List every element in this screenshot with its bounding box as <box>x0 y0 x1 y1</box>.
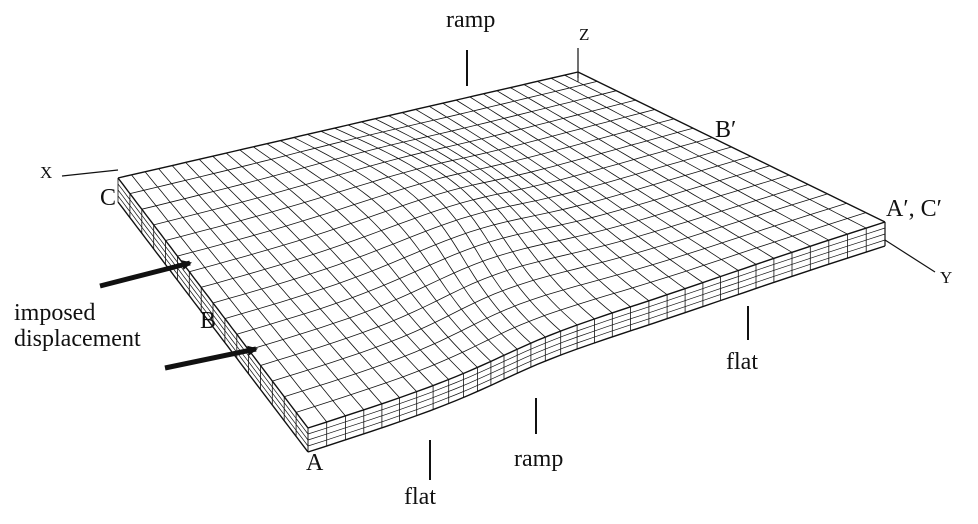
point-b-label: B <box>200 308 216 334</box>
y-axis-label: Y <box>940 268 952 287</box>
mesh-line-along-x <box>131 174 328 423</box>
y-axis-line <box>884 239 936 273</box>
mesh-line-along-x <box>293 137 518 350</box>
mesh-line-along-x <box>280 140 505 356</box>
mesh-line-along-x <box>361 121 595 320</box>
mesh-line-along-x <box>442 102 704 283</box>
x-axis-label: X <box>40 163 52 182</box>
front-face-layer <box>307 233 886 441</box>
mesh-line-along-x <box>401 112 650 302</box>
mesh-line-along-x <box>185 162 400 398</box>
point-a-c-prime-label: A′, C′ <box>886 196 942 222</box>
mesh-line-along-y <box>129 81 598 194</box>
mesh-line-along-x <box>496 90 775 259</box>
mesh-line-along-x <box>266 143 492 362</box>
mesh-line-along-x <box>374 118 613 314</box>
mesh-line-along-x <box>388 115 631 308</box>
x-axis-line <box>61 169 119 177</box>
mesh-line-along-y <box>307 221 886 429</box>
ramp-bottom-label: ramp <box>514 446 563 472</box>
mesh-line-along-x <box>171 165 383 405</box>
mesh-line-along-x <box>428 105 686 289</box>
mesh-line-along-x <box>320 130 546 338</box>
mesh-line-along-y <box>236 165 771 335</box>
flat-bottom-label: flat <box>404 484 436 510</box>
mesh-line-along-x <box>225 152 449 380</box>
imposed-label: imposed <box>14 300 95 326</box>
mesh-line-along-x <box>212 155 434 386</box>
ramp-top-label: ramp <box>446 7 495 33</box>
mesh-line-along-x <box>577 71 886 223</box>
mesh-line-along-x <box>347 124 578 326</box>
mesh-line-along-x <box>334 127 561 332</box>
mesh-line-along-x <box>239 149 464 374</box>
mesh-line-along-x <box>158 168 365 411</box>
mesh-line-along-x <box>469 96 739 271</box>
point-c-label: C <box>100 185 116 211</box>
mesh-line-along-y <box>284 202 847 398</box>
mesh-line-along-x <box>253 146 478 368</box>
deformed-mesh <box>117 71 886 453</box>
mesh-line-along-x <box>455 99 721 277</box>
point-a-label: A <box>306 450 324 476</box>
flat-right-label: flat <box>726 349 758 375</box>
mesh-line-along-x <box>523 84 811 247</box>
front-face-layer <box>307 227 886 435</box>
displacement-label: displacement <box>14 326 141 352</box>
mesh-line-along-x <box>550 77 848 235</box>
mesh-line-along-x <box>483 93 757 265</box>
displacement-arrow-upper <box>99 260 192 289</box>
mesh-line-along-y <box>224 156 751 319</box>
mesh-line-along-x <box>564 74 867 229</box>
mesh-line-along-x <box>537 81 829 241</box>
point-b-prime-label: B′ <box>715 117 736 143</box>
front-face-layer <box>307 245 886 453</box>
z-axis-label: Z <box>579 25 589 44</box>
mesh-line-along-x <box>510 87 793 253</box>
mesh-line-along-y <box>201 137 713 288</box>
mesh-line-along-x <box>198 159 417 392</box>
displacement-arrow-lower <box>164 345 258 371</box>
mesh-line-along-x <box>415 109 668 296</box>
mesh-line-along-x <box>307 134 532 344</box>
mesh-line-along-x <box>144 171 346 417</box>
mesh-line-along-y <box>248 174 790 351</box>
